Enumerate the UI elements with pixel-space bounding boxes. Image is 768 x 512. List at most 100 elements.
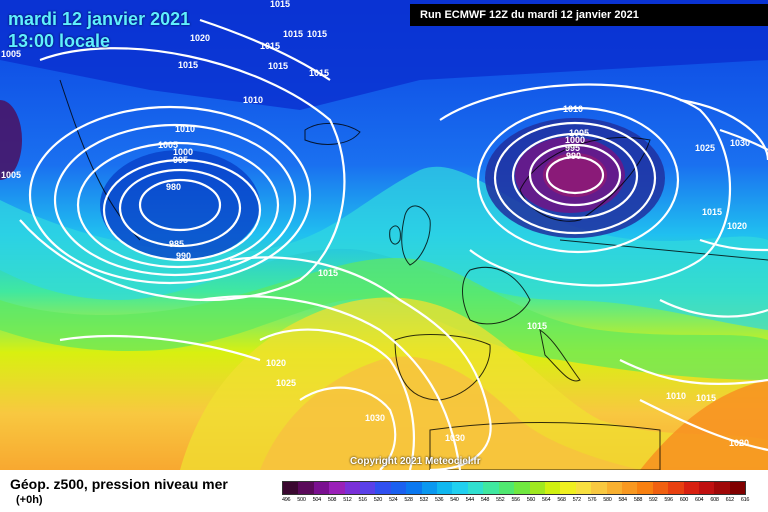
- legend-tick-label: 540: [450, 497, 459, 503]
- isobar-1015-north: [199, 18, 331, 81]
- legend-tick-label: 504: [312, 497, 322, 503]
- isobar-label: 1030: [730, 138, 750, 148]
- isobar-label: 1015: [283, 29, 303, 39]
- isobar-label: 1010: [243, 95, 263, 105]
- isobar-label: 1005: [1, 170, 21, 180]
- low-west-edge: [0, 100, 22, 180]
- color-scale-labels: 496 500 504 508 512 516 520 524 528 532 536 540 544 5…: [282, 497, 756, 503]
- isobar-1020-se: [639, 399, 768, 452]
- isobar-995-scan: [528, 143, 622, 207]
- isobar-label: 1010: [666, 391, 686, 401]
- isobar-label: 1015: [318, 268, 338, 278]
- isobar-labels: 1015 1020 1015 1015 1015 1015 1005 1015 …: [1, 0, 750, 448]
- isobar-1015-central: [229, 256, 492, 470]
- legend-tick-label: 584: [618, 497, 628, 503]
- isobar-1015-east: [659, 299, 768, 318]
- isobar-label: 1015: [527, 321, 547, 331]
- legend-swatch: [683, 482, 699, 494]
- legend-swatch: [406, 482, 422, 494]
- map-footer: Géop. z500, pression niveau mer (+0h) 49…: [0, 470, 768, 512]
- isobar-1025-ne: [679, 98, 768, 161]
- italy-outline: [539, 328, 581, 382]
- legend-swatch: [421, 482, 438, 494]
- isobar-label: 995: [565, 143, 580, 153]
- isobar-label: 1015: [260, 41, 280, 51]
- isobar-label: 1020: [266, 358, 286, 368]
- zone-cyan: [0, 166, 768, 330]
- isobar-1005-scan: [493, 121, 657, 235]
- legend-tick-label: 588: [633, 497, 643, 503]
- ireland-outline: [389, 225, 401, 245]
- isobar-label: 985: [169, 239, 184, 249]
- low-scandinavia-core: [543, 153, 607, 197]
- legend-swatch: [606, 482, 622, 494]
- isobar-label: 1015: [268, 61, 288, 71]
- legend-tick-label: 536: [434, 497, 444, 503]
- legend-swatch: [483, 482, 499, 494]
- color-scale-legend: [282, 481, 746, 495]
- isobar-985: [118, 168, 242, 248]
- legend-swatch: [283, 482, 299, 494]
- legend-tick-label: 508: [327, 497, 337, 503]
- isobar-label: 1015: [270, 0, 290, 9]
- isobar-label: 990: [566, 151, 581, 161]
- legend-swatch: [360, 482, 376, 494]
- isobar-label: 980: [166, 182, 181, 192]
- legend-tick-label: 496: [282, 497, 291, 503]
- isobar-980: [138, 178, 222, 232]
- weather-map: 1015 1020 1015 1015 1015 1015 1005 1015 …: [0, 0, 768, 470]
- isobar-label: 1010: [175, 124, 195, 134]
- zone-deep-blue-north: [0, 0, 768, 110]
- legend-tick-label: 572: [572, 497, 582, 503]
- isobar-1030-ne: [719, 128, 768, 151]
- legend-tick-label: 500: [297, 497, 306, 503]
- isobar-1010-scan: [476, 106, 680, 254]
- legend-swatch: [329, 482, 345, 494]
- isobar-label: 1020: [727, 221, 747, 231]
- isobar-label: 1030: [445, 433, 465, 443]
- legend-swatch: [544, 482, 561, 494]
- isobar-label: 1010: [563, 104, 583, 114]
- legend-tick-label: 512: [343, 497, 352, 503]
- map-canvas: 1015 1020 1015 1015 1015 1015 1005 1015 …: [0, 0, 768, 470]
- legend-swatch: [652, 482, 669, 494]
- france-outline: [462, 266, 531, 325]
- isobar-label: 1025: [695, 143, 715, 153]
- legend-swatch: [668, 482, 684, 494]
- legend-swatch: [467, 482, 484, 494]
- isobar-990: [102, 158, 262, 262]
- isobar-1000: [53, 123, 297, 277]
- run-info-banner: Run ECMWF 12Z du mardi 12 janvier 2021: [410, 4, 768, 26]
- date-label: mardi 12 janvier 2021: [8, 9, 191, 29]
- legend-swatch: [514, 482, 530, 494]
- isobar-label: 1000: [565, 135, 585, 145]
- copyright-label: Copyright 2021 Meteociel.fr: [350, 456, 481, 467]
- isobar-label: 1015: [309, 68, 329, 78]
- isobar-1020-west: [59, 334, 261, 362]
- isobar-label: 1025: [276, 378, 296, 388]
- iberia-outline: [394, 334, 491, 401]
- isobar-1020-east: [699, 238, 768, 252]
- isobar-1020-south: [199, 295, 462, 470]
- legend-tick-label: 548: [480, 497, 490, 503]
- legend-swatch: [698, 482, 715, 494]
- isobar-label: 1005: [158, 140, 178, 150]
- isobar-label: 1020: [190, 33, 210, 43]
- legend-tick-label: 564: [542, 497, 551, 503]
- zone-green: [0, 258, 768, 380]
- map-parameter-title: Géop. z500, pression niveau mer: [10, 476, 228, 492]
- legend-tick-label: 516: [358, 497, 367, 503]
- forecast-offset: (+0h): [16, 494, 43, 506]
- legend-tick-label: 596: [664, 497, 673, 503]
- legend-swatch: [575, 482, 592, 494]
- isobars: [19, 18, 768, 470]
- legend-tick-label: 520: [373, 497, 383, 503]
- isobar-label: 995: [173, 155, 188, 165]
- isobar-label: 1015: [702, 207, 722, 217]
- legend-swatch: [498, 482, 515, 494]
- isobar-990-scan: [545, 155, 605, 195]
- legend-tick-label: 608: [710, 497, 719, 503]
- legend-swatch: [591, 482, 607, 494]
- legend-tick-label: 592: [649, 497, 658, 503]
- legend-tick-label: 612: [725, 497, 735, 503]
